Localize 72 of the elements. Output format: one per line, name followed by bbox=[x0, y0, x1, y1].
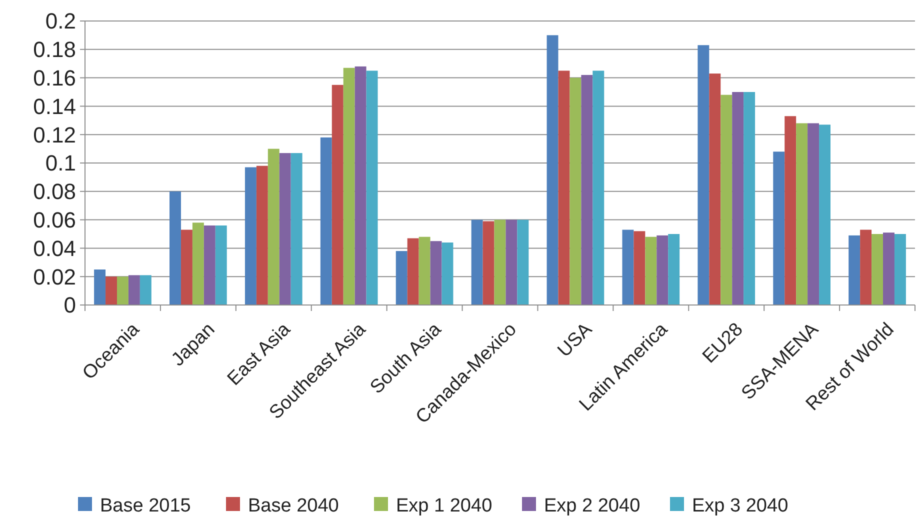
y-tick-label: 0.14 bbox=[33, 94, 76, 119]
bar bbox=[204, 225, 216, 305]
y-tick-label: 0 bbox=[64, 292, 76, 318]
bar bbox=[366, 70, 378, 305]
bar bbox=[720, 94, 732, 305]
bar bbox=[860, 230, 872, 305]
bar bbox=[570, 78, 582, 305]
bar bbox=[634, 231, 646, 305]
bar bbox=[494, 220, 506, 305]
bar bbox=[256, 166, 268, 305]
bar bbox=[784, 116, 796, 305]
bar bbox=[128, 275, 140, 305]
x-tick-label: USA bbox=[554, 318, 597, 362]
bar bbox=[343, 68, 355, 305]
bar bbox=[622, 230, 634, 305]
bar bbox=[279, 153, 291, 305]
bar bbox=[418, 236, 430, 305]
y-tick-label: 0.02 bbox=[33, 264, 76, 290]
bar bbox=[116, 276, 128, 305]
bar bbox=[872, 234, 884, 305]
bar bbox=[332, 84, 344, 305]
y-tick-label: 0.1 bbox=[45, 150, 76, 176]
bar bbox=[94, 270, 106, 305]
bar bbox=[546, 35, 558, 305]
bar bbox=[744, 92, 756, 305]
bar bbox=[180, 230, 192, 305]
y-tick-label: 0.04 bbox=[33, 236, 76, 261]
bar bbox=[773, 152, 785, 305]
bar bbox=[808, 123, 820, 305]
bar bbox=[732, 92, 744, 305]
legend-label: Exp 3 2040 bbox=[692, 496, 788, 517]
bar bbox=[558, 70, 570, 305]
bar bbox=[354, 66, 366, 305]
bar bbox=[320, 137, 332, 305]
bar bbox=[796, 123, 808, 305]
legend-label: Base 2015 bbox=[100, 496, 191, 517]
bar bbox=[170, 191, 181, 305]
bar bbox=[698, 45, 710, 305]
bar bbox=[396, 251, 408, 305]
y-tick-label: 0.16 bbox=[33, 66, 76, 90]
y-tick-label: 0.12 bbox=[33, 122, 76, 148]
bar bbox=[517, 220, 529, 305]
bar bbox=[848, 235, 860, 305]
bar bbox=[668, 234, 680, 305]
bar bbox=[215, 225, 227, 305]
y-tick-label: 0.06 bbox=[33, 208, 76, 232]
bar bbox=[442, 242, 454, 305]
bar bbox=[645, 236, 657, 305]
bar bbox=[407, 238, 419, 305]
bar bbox=[883, 232, 894, 305]
bar bbox=[894, 234, 906, 305]
bar bbox=[268, 148, 280, 305]
bar bbox=[506, 220, 518, 305]
bar bbox=[819, 124, 830, 305]
bar bbox=[290, 153, 302, 305]
legend-label: Base 2040 bbox=[248, 496, 339, 517]
bar bbox=[471, 220, 483, 305]
bar bbox=[192, 222, 204, 305]
bar bbox=[244, 167, 256, 305]
bar bbox=[581, 74, 593, 305]
y-tick-label: 0.08 bbox=[33, 179, 76, 204]
bar bbox=[106, 276, 117, 305]
bar bbox=[430, 241, 442, 305]
bar bbox=[592, 70, 604, 305]
bar bbox=[140, 275, 152, 305]
bar bbox=[709, 74, 721, 305]
legend-label: Exp 2 2040 bbox=[544, 496, 640, 517]
y-tick-label: 0.2 bbox=[45, 8, 76, 34]
legend-label: Exp 1 2040 bbox=[396, 496, 492, 517]
y-tick-label: 0.18 bbox=[33, 37, 76, 62]
bar bbox=[656, 235, 668, 305]
bar bbox=[482, 221, 494, 305]
